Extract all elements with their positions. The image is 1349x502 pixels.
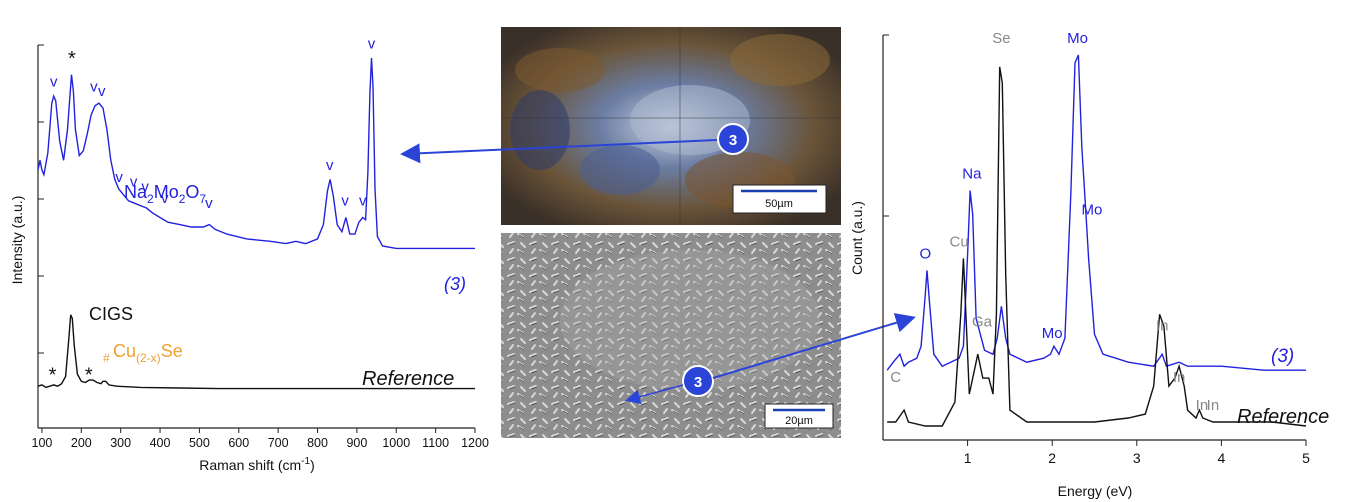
raman-series-reference <box>37 314 475 390</box>
optical-scale-box <box>732 184 827 214</box>
sem-scale-label: 20µm <box>785 415 813 427</box>
eds-x-ticks: 1 2 3 4 5 <box>964 440 1310 466</box>
sem-micrograph: 20µm 3 <box>501 233 841 438</box>
eds-series <box>886 54 1307 427</box>
optical-marker-label: 3 <box>729 132 737 149</box>
raman-y-label: Intensity (a.u.) <box>9 196 25 285</box>
eds-y-ticks <box>883 34 889 217</box>
eds-x-tick-label: 3 <box>1133 450 1141 466</box>
eds-element-label: O <box>919 245 931 262</box>
raman-x-ticks: 100 200 300 400 500 600 700 800 900 1000 1100 1200 <box>32 428 489 450</box>
raman-x-tick-label: 500 <box>189 436 210 450</box>
raman-peak-marker: * <box>85 364 93 386</box>
eds-x-tick-label: 4 <box>1218 450 1226 466</box>
eds-y-label: Count (a.u.) <box>849 201 865 275</box>
raman-x-tick-label: 200 <box>71 436 92 450</box>
raman-x-tick-label: 1200 <box>461 436 489 450</box>
raman-x-tick-label: 600 <box>228 436 249 450</box>
raman-annotations: v*v vv v vv vvv vv* * <box>49 35 376 386</box>
raman-y-ticks <box>38 44 44 354</box>
raman-peak-marker: v <box>341 193 349 210</box>
eds-element-label: Na <box>962 166 982 183</box>
raman-series-tag-3: (3) <box>444 274 466 294</box>
eds-x-tick-label: 2 <box>1048 450 1056 466</box>
raman-peak-marker: v <box>50 74 58 91</box>
raman-peak-marker: v <box>130 174 138 191</box>
optical-micrograph: 50µm 3 <box>501 27 841 225</box>
optical-marker-3 <box>717 123 749 155</box>
eds-element-label: Cu <box>950 233 969 250</box>
raman-peak-marker: v <box>205 195 213 212</box>
raman-reference-tag: Reference <box>362 368 454 390</box>
arrow-optical-to-raman <box>400 139 718 164</box>
cigs-label: CIGS <box>89 304 133 324</box>
eds-element-label: In <box>1156 317 1169 334</box>
eds-series-tag-3: (3) <box>1271 346 1294 367</box>
raman-x-tick-label: 1100 <box>422 436 449 450</box>
eds-element-label: C <box>890 369 901 386</box>
raman-x-tick-label: 100 <box>32 436 53 450</box>
eds-reference-tag: Reference <box>1237 406 1329 428</box>
raman-x-tick-label: 300 <box>110 436 131 450</box>
eds-element-label: Mo <box>1042 325 1063 342</box>
raman-series-3 <box>37 57 475 250</box>
raman-peak-marker: * <box>49 364 57 386</box>
raman-x-tick-label: 900 <box>346 436 367 450</box>
eds-x-label: Energy (eV) <box>1058 483 1133 499</box>
raman-peak-marker: v <box>90 78 98 95</box>
raman-peak-marker: v <box>141 178 149 195</box>
raman-x-tick-label: 1000 <box>382 436 410 450</box>
raman-x-tick-label: 800 <box>307 436 328 450</box>
raman-series <box>37 57 475 390</box>
eds-element-label: In <box>1196 397 1209 414</box>
raman-x-label: Raman shift (cm-1) <box>199 456 315 473</box>
raman-x-tick-label: 400 <box>150 436 171 450</box>
raman-peak-marker: v <box>161 190 169 207</box>
cu2xse-hash: # <box>103 351 110 365</box>
sem-scale-box <box>764 403 834 429</box>
sem-marker-3 <box>682 365 714 397</box>
raman-peak-marker: v <box>115 169 123 186</box>
arrow-sem-to-eds <box>712 313 916 379</box>
optical-scale-label: 50µm <box>765 198 793 210</box>
raman-peak-marker: v <box>368 35 376 52</box>
eds-element-label: Ga <box>972 313 993 330</box>
eds-series-reference <box>887 66 1307 427</box>
eds-element-label: Se <box>992 30 1010 47</box>
cu2xse-label: Cu(2-x)Se <box>113 341 183 365</box>
raman-plot: 100 200 300 400 500 600 700 800 900 1000 1100 1200 … <box>9 35 489 473</box>
raman-peak-marker: v <box>98 83 106 100</box>
eds-element-label: In <box>1173 369 1186 386</box>
raman-peak-marker: * <box>68 48 76 70</box>
eds-x-tick-label: 5 <box>1302 450 1310 466</box>
eds-element-label: Mo <box>1082 202 1103 219</box>
raman-x-tick-label: 700 <box>268 436 289 450</box>
phase-label-na2mo2o7: Na2Mo2O7 <box>124 182 206 206</box>
raman-peak-marker: v <box>326 157 334 174</box>
eds-x-tick-label: 1 <box>964 450 972 466</box>
raman-peak-marker: v <box>359 193 367 210</box>
sem-marker-label: 3 <box>694 374 702 391</box>
eds-element-label: In <box>1207 397 1220 414</box>
eds-element-label: Mo <box>1067 30 1088 47</box>
arrow-sem-to-spot <box>625 384 684 405</box>
